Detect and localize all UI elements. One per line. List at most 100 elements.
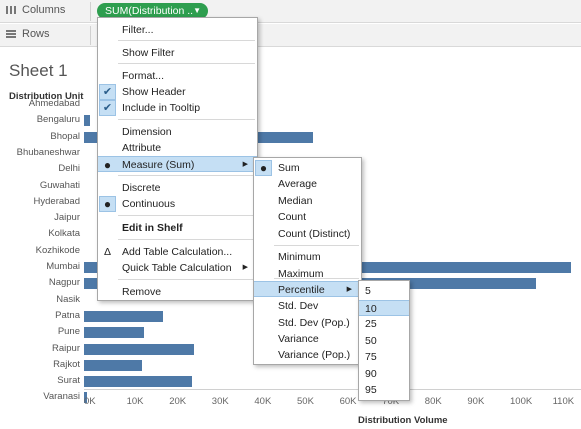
category-label: Mumbai [46, 261, 80, 272]
menu-gutter [255, 249, 272, 265]
menu-item-50[interactable]: 50 [359, 333, 409, 349]
category-label: Raipur [52, 342, 80, 354]
menu-gutter [255, 315, 272, 331]
x-tick-label: 30K [211, 396, 229, 407]
menu-item-label: Continuous [122, 198, 176, 210]
menu-item-label: Format... [122, 70, 165, 82]
menu-item-average[interactable]: Average [254, 176, 361, 192]
menu-item-edit-in-shelf[interactable]: Edit in Shelf [98, 220, 257, 236]
menu-item-count-distinct[interactable]: Count (Distinct) [254, 226, 361, 242]
menu-separator [118, 40, 255, 41]
menu-item-quick-table-calculation[interactable]: Quick Table Calculation ▶ [98, 260, 257, 276]
menu-item-95[interactable]: 95 [359, 382, 409, 398]
menu-item-5[interactable]: 5 [359, 283, 409, 299]
x-tick-label: 0K [84, 396, 96, 407]
menu-item-label: Percentile [278, 284, 325, 296]
menu-item-label: Remove [122, 286, 162, 298]
menu-item-filter[interactable]: Filter... [98, 22, 257, 38]
category-label: Kolkata [48, 228, 80, 240]
menu-item-label: 90 [365, 368, 377, 380]
menu-item-count[interactable]: Count [254, 209, 361, 225]
menu-item-percentile[interactable]: Percentile ▶ [254, 281, 361, 297]
menu-gutter [255, 331, 272, 347]
menu-item-sum[interactable]: ● Sum [254, 160, 361, 176]
bar-rajkot[interactable] [84, 359, 143, 371]
menu-gutter [255, 298, 272, 314]
menu-item-25[interactable]: 25 [359, 316, 409, 332]
rows-label: Rows [22, 28, 50, 40]
bar-pune[interactable] [84, 327, 145, 339]
menu-item-show-filter[interactable]: Show Filter [98, 45, 257, 61]
menu-separator [118, 63, 255, 64]
menu-item-include-in-tooltip[interactable]: ✔ Include in Tooltip [98, 100, 257, 116]
menu-item-75[interactable]: 75 [359, 349, 409, 365]
columns-shelf-label-group: Columns [6, 4, 65, 16]
category-label: Ahmedabad [28, 98, 80, 109]
x-tick-label: 10K [126, 396, 144, 407]
menu-gutter [99, 124, 116, 140]
menu-gutter [255, 266, 272, 282]
menu-separator [274, 245, 359, 246]
bar-surat[interactable] [84, 376, 193, 388]
category-label: Rajkot [53, 358, 80, 370]
shelf-divider [90, 2, 91, 21]
menu-item-add-table-calculation[interactable]: Δ Add Table Calculation... [98, 244, 257, 260]
x-tick-label: 40K [254, 396, 272, 407]
menu-item-format[interactable]: Format... [98, 68, 257, 84]
menu-item-remove[interactable]: Remove [98, 284, 257, 300]
bar-varanasi[interactable] [84, 392, 87, 404]
menu-item-dimension[interactable]: Dimension [98, 124, 257, 140]
category-label: Guwahati [39, 179, 80, 191]
menu-item-label: 75 [365, 351, 377, 363]
menu-item-discrete[interactable]: Discrete [98, 180, 257, 196]
category-label: Jaipur [54, 212, 80, 224]
menu-item-measure-sum[interactable]: ● Measure (Sum) ▶ [98, 156, 257, 172]
menu-item-continuous[interactable]: ● Continuous [98, 196, 257, 212]
menu-item-variance-pop[interactable]: Variance (Pop.) [254, 347, 361, 363]
category-label: Bhubaneshwar [16, 146, 80, 158]
category-label: Varanasi [43, 391, 80, 403]
menu-item-label: Count (Distinct) [278, 228, 351, 240]
category-label: Bengaluru [36, 114, 80, 126]
menu-item-10[interactable]: 10 [359, 300, 409, 316]
menu-gutter [255, 176, 272, 192]
menu-item-label: Edit in Shelf [122, 222, 183, 234]
menu-item-label: Average [278, 178, 317, 190]
menu-item-label: Count [278, 211, 307, 223]
category-label: Nasik [56, 293, 80, 305]
menu-item-label: Std. Dev (Pop.) [278, 317, 350, 329]
menu-item-label: Add Table Calculation... [122, 246, 233, 258]
menu-gutter [99, 45, 116, 61]
menu-item-90[interactable]: 90 [359, 366, 409, 382]
menu-gutter [255, 226, 272, 242]
category-label: Surat [57, 375, 80, 387]
radio-dot-icon: ● [103, 158, 112, 172]
menu-item-label: 10 [365, 303, 377, 315]
menu-item-median[interactable]: Median [254, 193, 361, 209]
percentile-submenu: 5 10 25 50 75 90 95 [358, 280, 410, 401]
menu-item-maximum[interactable]: Maximum [254, 266, 361, 282]
menu-item-attribute[interactable]: Attribute [98, 140, 257, 156]
menu-separator [118, 215, 255, 216]
bar-patna[interactable] [84, 310, 164, 322]
menu-gutter [255, 282, 272, 298]
chevron-down-icon[interactable]: ▼ [193, 6, 201, 15]
menu-item-label: Discrete [122, 182, 161, 194]
menu-separator [118, 279, 255, 280]
x-tick-label: 110K [552, 396, 575, 407]
bar-bengaluru[interactable] [84, 115, 91, 127]
menu-item-show-header[interactable]: ✔ Show Header [98, 84, 257, 100]
rows-shelf: Rows [0, 24, 581, 47]
bar-raipur[interactable] [84, 343, 195, 355]
menu-item-std-dev-pop[interactable]: Std. Dev (Pop.) [254, 315, 361, 331]
menu-item-label: Median [278, 195, 313, 207]
category-label: Hyderabad [33, 195, 80, 207]
x-tick-label: 80K [424, 396, 442, 407]
menu-item-variance[interactable]: Variance [254, 331, 361, 347]
menu-item-std-dev[interactable]: Std. Dev [254, 298, 361, 314]
x-tick-label: 20K [169, 396, 187, 407]
x-tick-label: 50K [297, 396, 314, 407]
measure-pill[interactable]: SUM(Distribution .. ▼ [97, 3, 208, 19]
delta-icon: Δ [103, 246, 111, 258]
menu-item-minimum[interactable]: Minimum [254, 249, 361, 265]
